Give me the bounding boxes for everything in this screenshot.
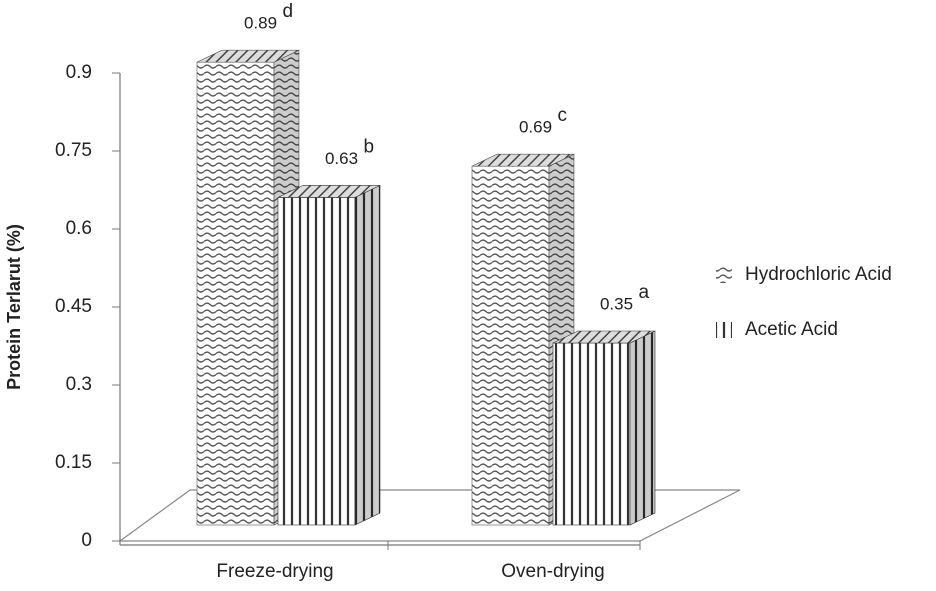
y-tick-label: 0.6 [66, 218, 92, 239]
y-tick-label: 0.75 [55, 140, 92, 161]
bar-side-shade [355, 185, 380, 525]
value-label: 0.89 [244, 14, 277, 33]
bar-side-shade [630, 331, 655, 525]
y-tick-label: 0.15 [55, 452, 92, 473]
bar-top [277, 185, 381, 198]
y-tick-label: 0.9 [66, 62, 92, 83]
value-label: 0.69 [519, 118, 552, 137]
y-axis-title: Protein Terlarut (%) [4, 224, 24, 390]
significance-letter: c [558, 105, 568, 126]
bar-front [277, 197, 356, 526]
legend-label: Acetic Acid [745, 319, 838, 340]
y-tick-label: 0 [81, 530, 92, 551]
value-label: 0.35 [600, 294, 633, 313]
y-tick-label: 0.45 [55, 296, 92, 317]
value-label: 0.63 [325, 149, 358, 168]
bar-front [552, 342, 631, 526]
significance-letter: a [639, 282, 650, 303]
bar-front [196, 61, 275, 526]
legend-label: Hydrochloric Acid [745, 264, 892, 285]
legend-swatch [716, 322, 732, 338]
y-tick-label: 0.3 [66, 374, 92, 395]
significance-letter: d [283, 1, 294, 22]
significance-letter: b [364, 136, 375, 157]
x-tick-label: Oven-drying [501, 561, 605, 582]
bar-front [471, 165, 550, 526]
bar-top [471, 153, 575, 167]
x-tick-label: Freeze-drying [216, 561, 333, 582]
bar-top [552, 330, 656, 344]
legend-swatch [716, 267, 732, 283]
bar-top [196, 49, 300, 63]
